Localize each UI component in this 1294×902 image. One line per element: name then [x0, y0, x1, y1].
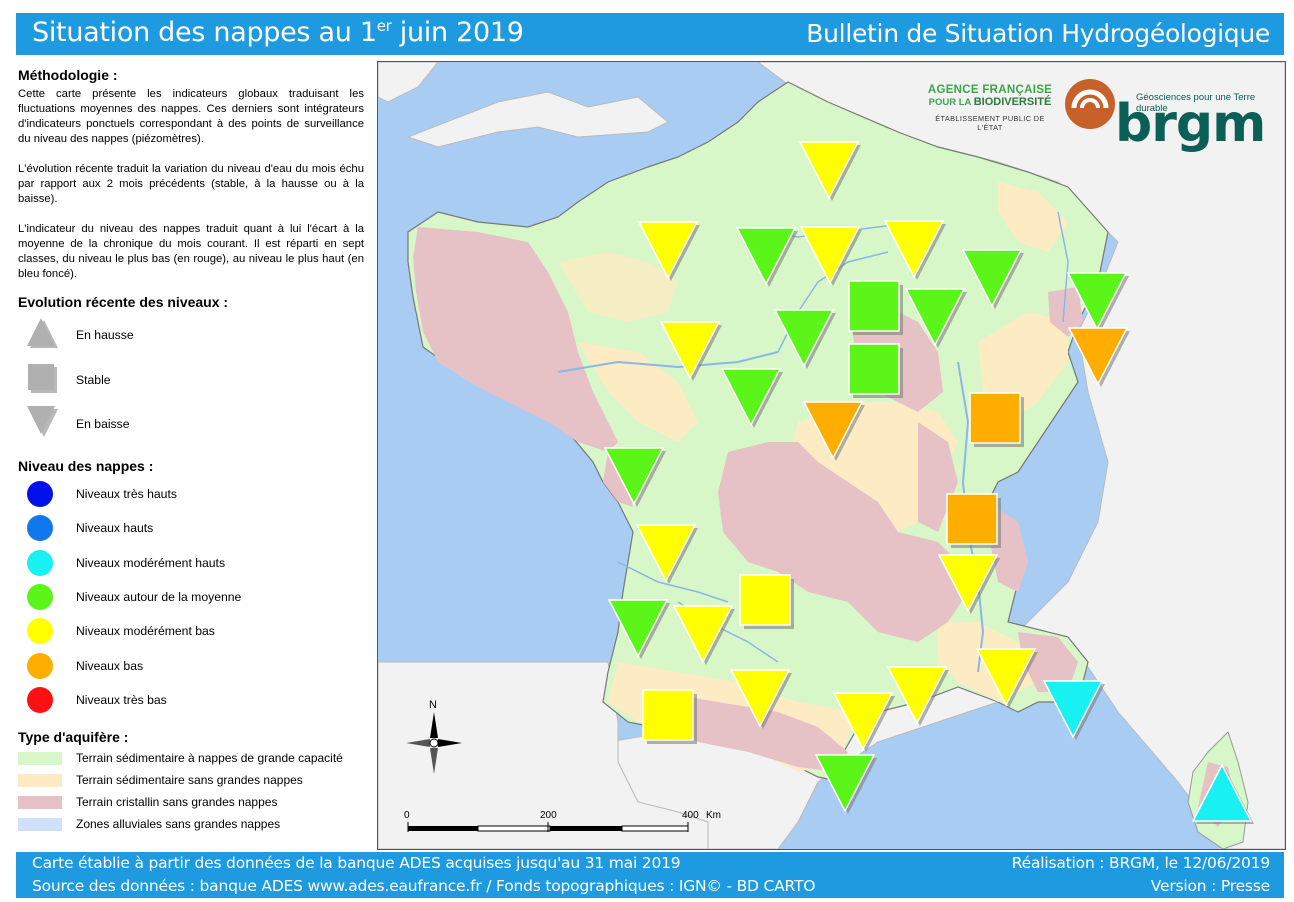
- footer-data-source: Carte établie à partir des données de la…: [32, 854, 681, 872]
- north-label: N: [429, 699, 437, 711]
- level-dot-icon: [27, 583, 53, 610]
- falling-marker-icon[interactable]: [884, 220, 948, 280]
- page-title: Situation des nappes au 1er juin 2019: [32, 17, 524, 48]
- falling-marker-icon[interactable]: [673, 605, 737, 665]
- aquifer-legend-label: Zones alluviales sans grandes nappes: [76, 817, 281, 831]
- aquifer-legend-label: Terrain sédimentaire à nappes de grande …: [76, 751, 343, 765]
- falling-marker-icon[interactable]: [833, 692, 897, 752]
- falling-marker-icon[interactable]: [1043, 680, 1107, 740]
- falling-marker-icon[interactable]: [660, 321, 724, 381]
- aquifer-legend-label: Terrain sédimentaire sans grandes nappes: [76, 773, 303, 787]
- falling-marker-icon[interactable]: [905, 288, 969, 348]
- legend-en-baisse: En baisse: [76, 417, 130, 431]
- level-legend-label: Niveaux bas: [76, 658, 144, 673]
- legend-stable: Stable: [76, 373, 111, 387]
- methodology-p3: L'indicateur du niveau des nappes tradui…: [18, 223, 364, 280]
- falling-marker-icon[interactable]: [938, 554, 1002, 614]
- falling-marker-icon[interactable]: [636, 524, 700, 584]
- footer-topo-source: Source des données : banque ADES www.ade…: [32, 877, 816, 895]
- aquifer-swatch: [18, 796, 62, 809]
- falling-marker-icon[interactable]: [1067, 272, 1131, 332]
- aquifer-swatch: [18, 752, 62, 765]
- level-legend-label: Niveaux hauts: [76, 521, 154, 536]
- stable-marker-icon[interactable]: [844, 278, 908, 338]
- level-dot-icon: [27, 515, 53, 542]
- footer-version: Version : Presse: [1150, 877, 1270, 895]
- stable-marker-icon[interactable]: [942, 491, 1006, 551]
- scale-label-0: 0: [404, 810, 410, 821]
- aquifer-swatch: [18, 818, 62, 831]
- scale-label-200: 200: [540, 810, 557, 821]
- level-dot-icon: [27, 549, 53, 576]
- stable-marker-icon[interactable]: [638, 687, 702, 747]
- level-dot-icon: [27, 652, 53, 679]
- falling-marker-icon[interactable]: [799, 141, 863, 201]
- rising-marker-icon[interactable]: [1192, 764, 1256, 824]
- falling-marker-icon[interactable]: [962, 249, 1026, 309]
- methodology-title: Méthodologie :: [18, 67, 118, 83]
- falling-marker-icon[interactable]: [736, 227, 800, 287]
- brgm-logo-icon: [1065, 79, 1115, 129]
- triangle-up-icon: [27, 318, 58, 348]
- square-icon: [28, 364, 57, 393]
- aquifer-swatch: [18, 774, 62, 787]
- scale-bar: [407, 822, 689, 832]
- footer-bar: Carte établie à partir des données de la…: [16, 852, 1284, 898]
- triangle-down-icon: [27, 406, 58, 437]
- stable-marker-icon[interactable]: [844, 341, 908, 401]
- falling-marker-icon[interactable]: [976, 648, 1040, 708]
- france-map[interactable]: N 0 200 400 Km AGENCE FRANÇAISE POUR LA …: [377, 61, 1286, 850]
- bulletin-title: Bulletin de Situation Hydrogéologique: [806, 19, 1270, 48]
- level-dot-icon: [27, 481, 53, 507]
- afb-logo: AGENCE FRANÇAISE POUR LA BIODIVERSITÉ ÉT…: [927, 84, 1053, 132]
- level-legend-label: Niveaux modérément hauts: [76, 555, 226, 570]
- falling-marker-icon[interactable]: [800, 226, 864, 286]
- scale-unit: Km: [706, 810, 721, 821]
- header-bar: Situation des nappes au 1er juin 2019 Bu…: [16, 13, 1284, 55]
- level-legend-label: Niveaux modérément bas: [76, 624, 215, 639]
- falling-marker-icon[interactable]: [815, 754, 879, 814]
- level-legend-label: Niveaux très bas: [76, 692, 167, 707]
- stable-marker-icon[interactable]: [735, 572, 799, 632]
- falling-marker-icon[interactable]: [887, 666, 951, 726]
- legend-en-hausse: En hausse: [76, 328, 134, 342]
- aquifer-legend-title: Type d'aquifère :: [18, 729, 129, 745]
- level-legend-label: Niveaux très hauts: [76, 487, 177, 501]
- level-dot-icon: [27, 618, 53, 645]
- footer-realisation: Réalisation : BRGM, le 12/06/2019: [1011, 854, 1270, 872]
- falling-marker-icon[interactable]: [1068, 327, 1132, 387]
- evolution-legend-title: Evolution récente des niveaux :: [18, 294, 229, 310]
- falling-marker-icon[interactable]: [774, 309, 838, 369]
- falling-marker-icon[interactable]: [604, 447, 668, 507]
- stable-marker-icon[interactable]: [965, 390, 1029, 450]
- falling-marker-icon[interactable]: [608, 599, 672, 659]
- brgm-tagline: Géosciences pour une Terre durable: [1136, 92, 1256, 114]
- methodology-p2: L'évolution récente traduit la variation…: [18, 163, 364, 205]
- falling-marker-icon[interactable]: [803, 401, 867, 461]
- falling-marker-icon[interactable]: [730, 669, 794, 729]
- level-dot-icon: [27, 686, 53, 713]
- aquifer-legend-label: Terrain cristallin sans grandes nappes: [76, 795, 278, 809]
- falling-marker-icon[interactable]: [721, 368, 785, 428]
- level-legend-title: Niveau des nappes :: [18, 458, 154, 474]
- brgm-wordmark: brgm: [1115, 94, 1266, 154]
- north-arrow-icon: [406, 712, 462, 774]
- scale-label-400: 400: [682, 810, 699, 821]
- methodology-p1: Cette carte présente les indicateurs glo…: [18, 88, 364, 145]
- level-legend-label: Niveaux autour de la moyenne: [76, 589, 242, 604]
- falling-marker-icon[interactable]: [638, 221, 702, 281]
